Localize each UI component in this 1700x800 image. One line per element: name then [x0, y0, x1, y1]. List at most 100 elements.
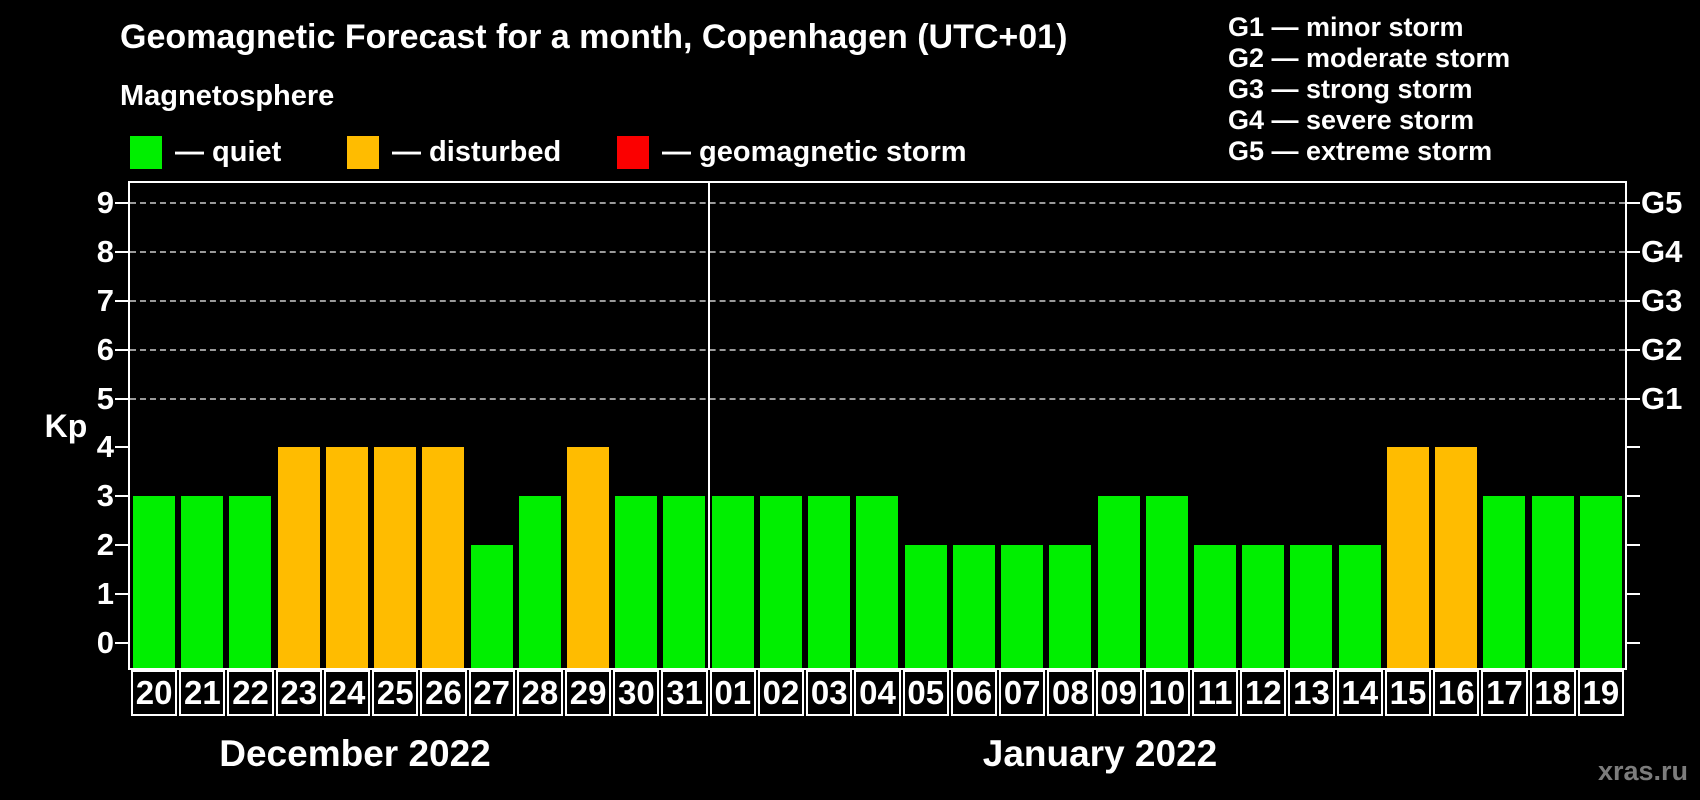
legend-item-quiet: — quiet	[130, 135, 281, 169]
kp-axis-title: Kp	[44, 408, 88, 444]
right-axis-tick	[1627, 348, 1640, 351]
storm-scale-line: G4 — severe storm	[1228, 105, 1475, 135]
kp-bar-day-19	[1579, 496, 1622, 668]
kp-bar-day-13	[1290, 545, 1333, 668]
kp-bar-day-22	[229, 496, 272, 668]
right-axis-tick	[1627, 593, 1640, 596]
date-cell-30: 30	[613, 670, 660, 716]
legend-swatch-disturbed	[347, 135, 379, 169]
date-cell-27: 27	[468, 670, 515, 716]
date-cell-23: 23	[275, 670, 322, 716]
legend-label: — quiet	[175, 135, 282, 168]
right-axis-label-g4: G4	[1641, 233, 1683, 269]
kp-bar-day-21	[181, 496, 224, 668]
date-cell-13: 13	[1288, 670, 1335, 716]
kp-bar-day-01	[711, 496, 754, 668]
y-axis-tick-label: 4	[96, 429, 114, 465]
y-axis-tick-label: 2	[96, 527, 114, 563]
kp-bar-day-02	[759, 496, 802, 668]
kp-bar-day-08	[1049, 545, 1092, 668]
y-axis-tick-label: 9	[96, 184, 114, 220]
right-axis-label-g3: G3	[1641, 282, 1683, 318]
y-axis-tick-label: 0	[96, 625, 114, 660]
legend-item-storm: — geomagnetic storm	[617, 135, 967, 169]
y-axis-tick-label: 8	[96, 233, 114, 269]
right-axis-label-g2: G2	[1641, 331, 1683, 367]
y-axis-tick-label: 5	[96, 380, 114, 416]
kp-bar-day-23	[277, 447, 320, 668]
date-cell-17: 17	[1481, 670, 1528, 716]
kp-bar-day-09	[1097, 496, 1140, 668]
y-axis-tick-label: 7	[96, 282, 114, 318]
storm-scale-line: G3 — strong storm	[1228, 74, 1473, 104]
y-axis-tick-label: 3	[96, 478, 114, 514]
date-cell-09: 09	[1095, 670, 1142, 716]
chart-subtitle-magnetosphere: Magnetosphere	[120, 80, 335, 112]
right-axis-tick	[1627, 446, 1640, 449]
right-axis-tick	[1627, 495, 1640, 498]
y-axis-tick	[115, 495, 128, 498]
right-axis-tick	[1627, 642, 1640, 644]
date-cell-20: 20	[131, 670, 178, 716]
date-cell-07: 07	[999, 670, 1046, 716]
date-cell-01: 01	[709, 670, 756, 716]
gridline-kp9	[130, 201, 1625, 204]
date-cell-26: 26	[420, 670, 467, 716]
right-axis-tick	[1627, 544, 1640, 547]
date-cell-08: 08	[1047, 670, 1094, 716]
right-axis-label-g1: G1	[1641, 380, 1683, 416]
storm-scale-legend: G1 — minor storm G2 — moderate storm G3 — …	[1228, 12, 1510, 167]
right-axis-tick	[1627, 299, 1640, 302]
kp-bar-day-24	[325, 447, 368, 668]
kp-bar-day-14	[1338, 545, 1381, 668]
right-axis-tick	[1627, 397, 1640, 400]
chart-title: Geomagnetic Forecast for a month, Copenh…	[120, 18, 1068, 56]
date-cell-16: 16	[1433, 670, 1480, 716]
y-axis-tick	[115, 299, 128, 302]
legend-label: — disturbed	[392, 135, 562, 168]
kp-bar-day-20	[133, 496, 176, 668]
gridline-kp6	[130, 348, 1625, 351]
kp-bar-day-05	[904, 545, 947, 668]
month-label: January 2022	[982, 733, 1218, 774]
kp-bar-day-11	[1193, 545, 1236, 668]
gridline-kp5	[130, 397, 1625, 400]
y-axis-tick-label: 6	[96, 331, 114, 367]
kp-bar-day-16	[1435, 447, 1478, 668]
right-axis-label-g5: G5	[1641, 184, 1683, 220]
gridline-kp8	[130, 250, 1625, 253]
month-separator	[707, 183, 710, 668]
kp-bar-day-10	[1145, 496, 1188, 668]
date-cell-03: 03	[806, 670, 853, 716]
watermark: xras.ru	[1597, 756, 1688, 786]
date-cell-25: 25	[372, 670, 419, 716]
date-cell-04: 04	[854, 670, 901, 716]
legend-label: — geomagnetic storm	[662, 135, 967, 168]
date-cell-15: 15	[1384, 670, 1432, 716]
kp-bar-day-29	[567, 447, 610, 668]
legend-swatch-quiet	[130, 135, 162, 169]
date-cell-02: 02	[757, 670, 805, 716]
right-axis-tick	[1627, 250, 1640, 253]
date-cell-29: 29	[565, 670, 612, 716]
storm-scale-line: G1 — minor storm	[1228, 12, 1464, 42]
kp-bar-day-15	[1386, 447, 1429, 668]
month-label: December 2022	[219, 733, 491, 774]
kp-bar-day-31	[663, 496, 706, 668]
kp-bar-day-25	[374, 447, 417, 668]
y-axis-tick	[115, 544, 128, 547]
date-cell-22: 22	[227, 670, 274, 716]
storm-scale-line: G2 — moderate storm	[1228, 43, 1511, 73]
kp-bar-day-28	[518, 496, 561, 668]
kp-bar-day-18	[1531, 496, 1574, 668]
date-cell-11: 11	[1191, 670, 1239, 716]
kp-bar-day-06	[952, 545, 995, 668]
kp-bar-day-26	[422, 447, 465, 668]
date-cell-19: 19	[1577, 670, 1624, 716]
kp-bar-day-30	[615, 496, 658, 668]
y-axis-tick-label: 1	[96, 576, 114, 612]
y-axis-tick	[115, 593, 128, 596]
gridline-kp7	[130, 299, 1625, 302]
storm-scale-line: G5 — extreme storm	[1228, 136, 1493, 166]
